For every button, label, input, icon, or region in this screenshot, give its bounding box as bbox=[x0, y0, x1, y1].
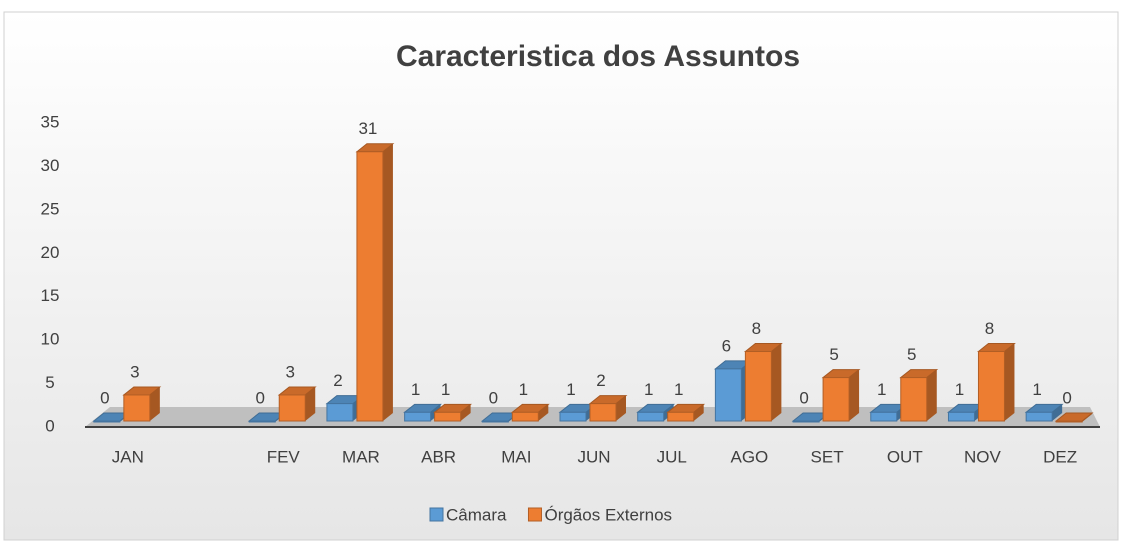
legend-label: Câmara bbox=[446, 505, 507, 524]
x-tick-label: JUN bbox=[577, 447, 610, 466]
bar-side bbox=[1052, 404, 1063, 421]
bar bbox=[356, 151, 384, 422]
x-tick-label: SET bbox=[811, 447, 844, 466]
bar-side bbox=[771, 343, 782, 421]
data-label: 1 bbox=[877, 380, 886, 399]
bar-side bbox=[926, 369, 937, 421]
y-tick-label: 5 bbox=[45, 373, 54, 392]
chart-title: Caracteristica dos Assuntos bbox=[396, 40, 800, 73]
bar bbox=[947, 411, 975, 422]
data-label: 1 bbox=[566, 380, 575, 399]
data-label: 0 bbox=[100, 388, 109, 407]
bar bbox=[822, 377, 850, 422]
x-tick-label: OUT bbox=[887, 447, 923, 466]
x-tick-label: MAI bbox=[501, 447, 531, 466]
bar bbox=[559, 411, 587, 422]
data-label: 1 bbox=[441, 380, 450, 399]
data-label: 31 bbox=[358, 119, 377, 138]
bar bbox=[714, 368, 742, 422]
bar bbox=[1055, 420, 1083, 423]
data-label: 5 bbox=[829, 345, 838, 364]
legend-label: Órgãos Externos bbox=[544, 505, 672, 524]
chart-background bbox=[3, 11, 1119, 541]
data-label: 0 bbox=[799, 388, 808, 407]
y-tick-label: 35 bbox=[41, 112, 60, 131]
bar bbox=[326, 403, 354, 422]
x-tick-label: MAR bbox=[342, 447, 380, 466]
bar-side bbox=[849, 369, 860, 421]
bar-side bbox=[305, 386, 316, 421]
data-label: 0 bbox=[1062, 388, 1071, 407]
y-tick-label: 25 bbox=[41, 199, 60, 218]
legend-swatch bbox=[429, 507, 444, 522]
x-tick-label: JUL bbox=[657, 447, 687, 466]
bar bbox=[404, 411, 432, 422]
bar bbox=[977, 351, 1005, 422]
data-label: 2 bbox=[596, 371, 605, 390]
x-tick-label: ABR bbox=[421, 447, 456, 466]
bar bbox=[248, 420, 276, 423]
bar bbox=[123, 394, 151, 422]
bar bbox=[93, 420, 121, 423]
data-label: 0 bbox=[255, 388, 264, 407]
bar bbox=[278, 394, 306, 422]
data-label: 6 bbox=[722, 336, 731, 355]
x-tick-label: AGO bbox=[730, 447, 768, 466]
bar-side bbox=[693, 404, 704, 421]
bar bbox=[792, 420, 820, 423]
data-label: 8 bbox=[985, 319, 994, 338]
data-label: 1 bbox=[411, 380, 420, 399]
bar bbox=[900, 377, 928, 422]
bar-side bbox=[149, 386, 160, 421]
data-label: 0 bbox=[489, 388, 498, 407]
bar bbox=[589, 403, 617, 422]
bar bbox=[481, 420, 509, 423]
bar bbox=[870, 411, 898, 422]
y-tick-label: 30 bbox=[41, 156, 60, 175]
bar-side bbox=[538, 404, 549, 421]
data-label: 1 bbox=[644, 380, 653, 399]
data-label: 2 bbox=[333, 371, 342, 390]
bar-side bbox=[1004, 343, 1015, 421]
y-tick-label: 0 bbox=[45, 416, 54, 435]
x-tick-label: DEZ bbox=[1043, 447, 1077, 466]
y-tick-label: 10 bbox=[41, 330, 60, 349]
x-tick-label: FEV bbox=[267, 447, 301, 466]
x-tick-label: JAN bbox=[112, 447, 144, 466]
bar bbox=[511, 411, 539, 422]
x-tick-label: NOV bbox=[964, 447, 1002, 466]
bar bbox=[667, 411, 695, 422]
data-label: 8 bbox=[752, 319, 761, 338]
data-label: 1 bbox=[955, 380, 964, 399]
data-label: 3 bbox=[130, 362, 139, 381]
data-label: 1 bbox=[519, 380, 528, 399]
bar-side bbox=[460, 404, 471, 421]
bar-side bbox=[382, 143, 393, 421]
data-label: 1 bbox=[1032, 380, 1041, 399]
bar bbox=[434, 411, 462, 422]
bar bbox=[637, 411, 665, 422]
legend-swatch bbox=[527, 507, 542, 522]
bar bbox=[744, 351, 772, 422]
data-label: 5 bbox=[907, 345, 916, 364]
y-tick-label: 20 bbox=[41, 243, 60, 262]
y-tick-label: 15 bbox=[41, 286, 60, 305]
bar bbox=[1025, 411, 1053, 422]
data-label: 3 bbox=[285, 362, 294, 381]
data-label: 1 bbox=[674, 380, 683, 399]
